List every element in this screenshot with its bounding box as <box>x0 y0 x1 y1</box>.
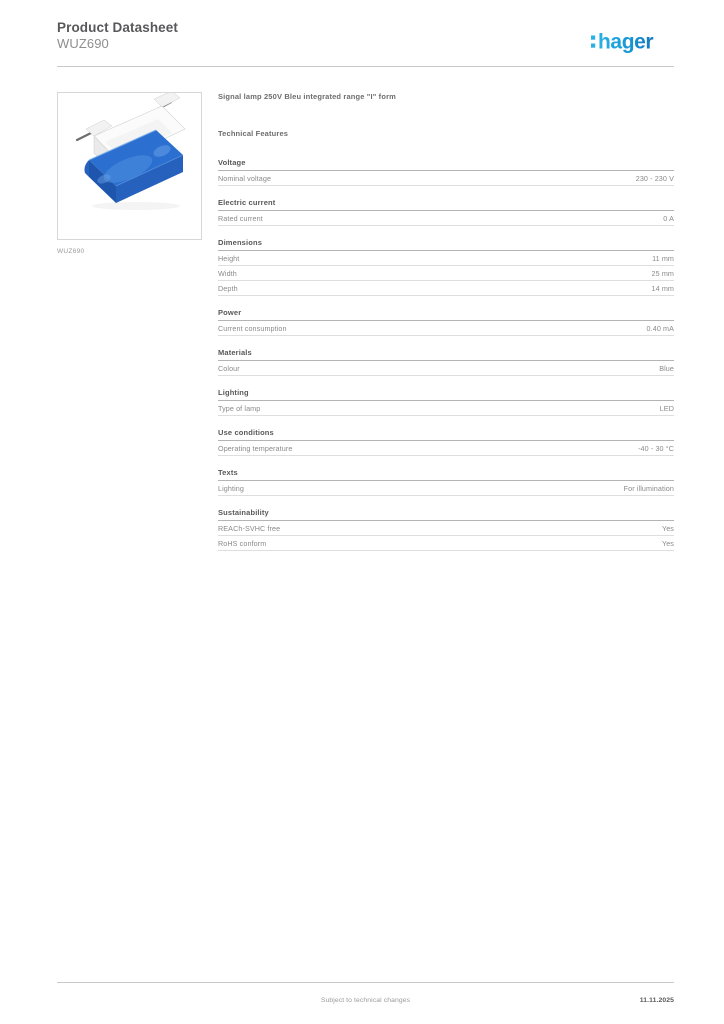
spec-label: Lighting <box>218 484 244 493</box>
spec-section: Power Current consumption 0.40 mA <box>218 308 674 336</box>
title-block: Product Datasheet WUZ690 <box>57 20 178 52</box>
spec-row: Lighting For illumination <box>218 481 674 496</box>
technical-features-heading: Technical Features <box>218 129 289 138</box>
spec-row: Colour Blue <box>218 361 674 376</box>
spec-row: REACh-SVHC free Yes <box>218 521 674 536</box>
spec-row: Current consumption 0.40 mA <box>218 321 674 336</box>
footer-date: 11.11.2025 <box>639 997 674 1004</box>
spec-label: Height <box>218 254 240 263</box>
spec-row: Nominal voltage 230 - 230 V <box>218 171 674 186</box>
spec-section: Texts Lighting For illumination <box>218 468 674 496</box>
spec-row: Height 11 mm <box>218 251 674 266</box>
product-image <box>57 92 202 240</box>
spec-row: Depth 14 mm <box>218 281 674 296</box>
spec-value: Blue <box>659 364 674 373</box>
spec-row: RoHS conform Yes <box>218 536 674 551</box>
spec-row: Type of lamp LED <box>218 401 674 416</box>
spec-label: REACh-SVHC free <box>218 524 281 533</box>
page-footer: Subject to technical changes 11.11.2025 <box>57 997 674 1009</box>
spec-value: 0.40 mA <box>646 324 674 333</box>
spec-value: 14 mm <box>651 284 674 293</box>
footer-note: Subject to technical changes <box>320 997 411 1004</box>
product-figure: WUZ690 <box>57 92 202 255</box>
spec-section-title: Voltage <box>218 158 674 171</box>
spec-label: Operating temperature <box>218 444 293 453</box>
spec-label: Nominal voltage <box>218 174 272 183</box>
spec-section-title: Lighting <box>218 388 674 401</box>
spec-section: Dimensions Height 11 mm Width 25 mm Depth 14 m… <box>218 238 674 296</box>
spec-label: Rated current <box>218 214 263 223</box>
spec-label: Width <box>218 269 237 278</box>
specification-column: Signal lamp 250V Bleu integrated range "… <box>218 92 674 563</box>
spec-section: Electric current Rated current 0 A <box>218 198 674 226</box>
page-title: Product Datasheet <box>57 20 178 35</box>
spec-section-title: Use conditions <box>218 428 674 441</box>
product-image-caption: WUZ690 <box>57 248 85 255</box>
spec-section: Voltage Nominal voltage 230 - 230 V <box>218 158 674 186</box>
spec-section: Sustainability REACh-SVHC free Yes RoHS con… <box>218 508 674 551</box>
page-subtitle-product-code: WUZ690 <box>57 36 109 51</box>
spec-value: Yes <box>661 524 674 533</box>
spec-value: 0 A <box>663 214 674 223</box>
spec-row: Operating temperature -40 - 30 °C <box>218 441 674 456</box>
spec-section: Lighting Type of lamp LED <box>218 388 674 416</box>
spec-section-title: Electric current <box>218 198 674 211</box>
spec-section-title: Dimensions <box>218 238 674 251</box>
spec-value: 230 - 230 V <box>635 174 674 183</box>
spec-value: -40 - 30 °C <box>638 444 674 453</box>
spec-label: RoHS conform <box>218 539 267 548</box>
spec-value: 25 mm <box>651 269 674 278</box>
product-name: Signal lamp 250V Bleu integrated range "… <box>218 92 396 101</box>
spec-label: Colour <box>218 364 240 373</box>
specification-sections: Voltage Nominal voltage 230 - 230 V Electri… <box>218 158 674 551</box>
spec-section: Materials Colour Blue <box>218 348 674 376</box>
spec-value: Yes <box>661 539 674 548</box>
spec-section-title: Texts <box>218 468 674 481</box>
spec-section-title: Sustainability <box>218 508 674 521</box>
hager-logo-icon: hager <box>591 31 654 54</box>
svg-text:hager: hager <box>598 31 653 54</box>
footer-divider <box>57 982 674 983</box>
spec-section: Use conditions Operating temperature -40 -… <box>218 428 674 456</box>
spec-row: Width 25 mm <box>218 266 674 281</box>
spec-value: 11 mm <box>652 254 674 263</box>
header-divider <box>57 66 674 67</box>
spec-section-title: Materials <box>218 348 674 361</box>
spec-value: LED <box>659 404 674 413</box>
spec-label: Depth <box>218 284 238 293</box>
spec-value: For illumination <box>623 484 674 493</box>
spec-label: Current consumption <box>218 324 287 333</box>
page-header: Product Datasheet WUZ690 hager <box>57 20 674 66</box>
spec-section-title: Power <box>218 308 674 321</box>
spec-label: Type of lamp <box>218 404 261 413</box>
spec-row: Rated current 0 A <box>218 211 674 226</box>
